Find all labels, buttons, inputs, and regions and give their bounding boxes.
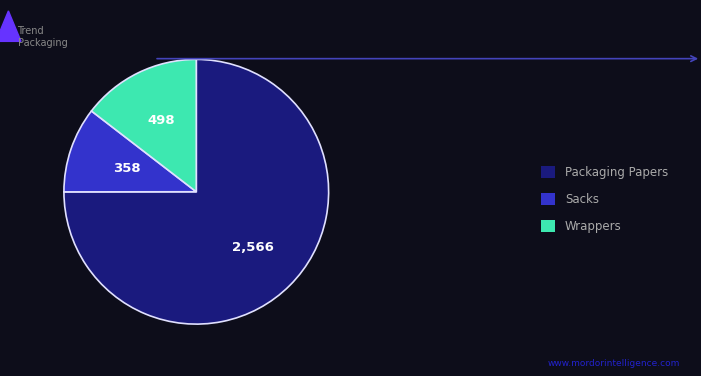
Text: 498: 498: [147, 114, 175, 127]
Text: Trend
Packaging: Trend Packaging: [18, 26, 67, 48]
Wedge shape: [64, 59, 329, 324]
FancyArrow shape: [0, 11, 21, 41]
Wedge shape: [64, 111, 196, 192]
Wedge shape: [91, 59, 196, 192]
Text: 358: 358: [114, 162, 141, 175]
Text: 2,566: 2,566: [231, 241, 273, 255]
Text: www.mordorintelligence.com: www.mordorintelligence.com: [547, 359, 680, 368]
Legend: Packaging Papers, Sacks, Wrappers: Packaging Papers, Sacks, Wrappers: [536, 160, 674, 239]
